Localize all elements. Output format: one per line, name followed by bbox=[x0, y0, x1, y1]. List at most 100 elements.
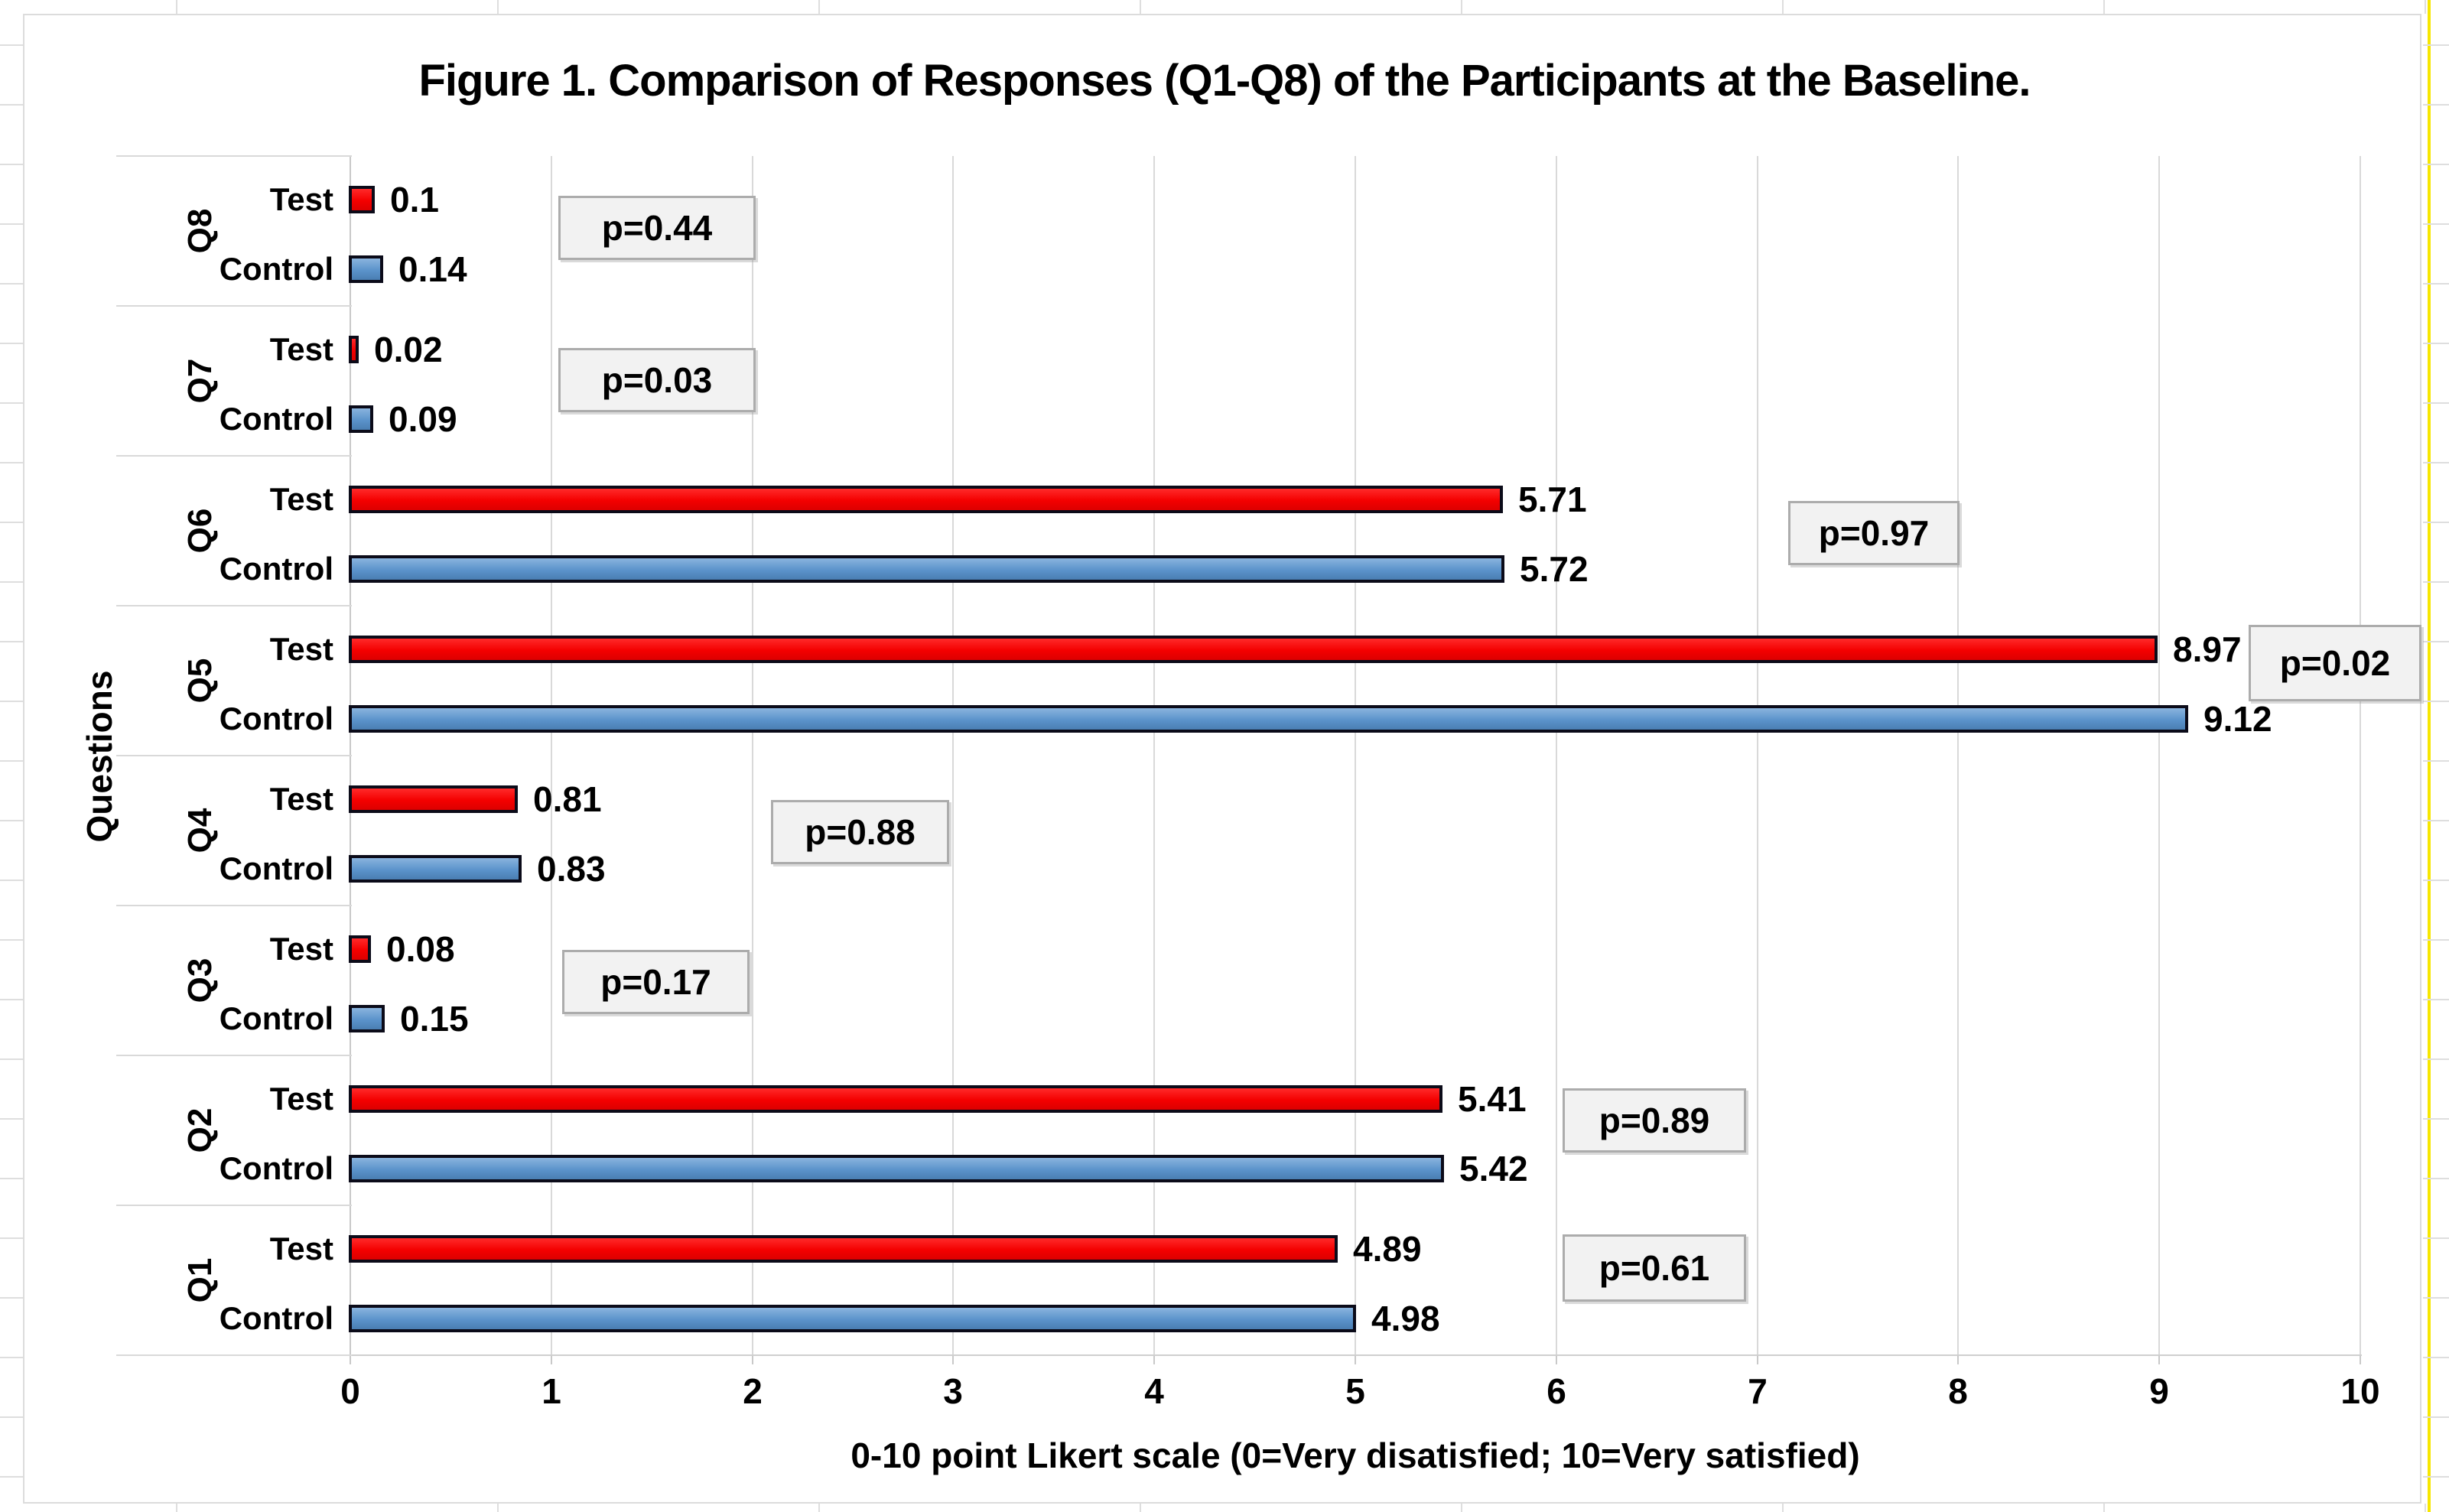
sheet-row-line bbox=[0, 1416, 23, 1418]
sheet-row-line bbox=[0, 820, 23, 821]
sheet-row-line bbox=[2423, 581, 2449, 583]
sheet-row-line bbox=[0, 1476, 23, 1478]
sheet-row-line bbox=[2423, 1178, 2449, 1179]
value-label-control-q5: 9.12 bbox=[2203, 699, 2272, 739]
sheet-row-line bbox=[2423, 164, 2449, 165]
value-label-test-q4: 0.81 bbox=[533, 779, 602, 819]
sheet-row-line bbox=[2423, 1357, 2449, 1358]
x-gridline bbox=[2158, 156, 2160, 1355]
sheet-row-line bbox=[0, 1237, 23, 1239]
x-gridline bbox=[1556, 156, 1557, 1355]
sheet-row-line bbox=[2423, 760, 2449, 762]
sheet-row-line bbox=[0, 999, 23, 1000]
chart-title: Figure 1. Comparison of Responses (Q1-Q8… bbox=[418, 56, 2031, 106]
sheet-column-line bbox=[176, 0, 177, 14]
sheet-row-line bbox=[2423, 701, 2449, 702]
series-label-control-q8: Control bbox=[219, 251, 333, 287]
sheet-column-line bbox=[818, 1504, 820, 1512]
bar-control-q5 bbox=[349, 705, 2188, 733]
p-value-box-q1: p=0.61 bbox=[1563, 1234, 1746, 1302]
series-label-test-q8: Test bbox=[269, 181, 333, 217]
x-tick-mark bbox=[752, 1355, 753, 1364]
value-label-test-q8: 0.1 bbox=[390, 180, 439, 219]
sheet-row-line bbox=[0, 462, 23, 463]
category-separator bbox=[116, 605, 352, 606]
x-gridline bbox=[551, 156, 552, 1355]
sheet-row-line bbox=[2423, 641, 2449, 642]
sheet-row-line bbox=[2423, 1237, 2449, 1239]
sheet-row-line bbox=[0, 701, 23, 702]
sheet-row-line bbox=[2423, 104, 2449, 106]
x-gridline bbox=[952, 156, 954, 1355]
category-separator bbox=[116, 1354, 352, 1356]
sheet-row-line bbox=[0, 1297, 23, 1299]
p-value-box-q3: p=0.17 bbox=[562, 950, 750, 1014]
sheet-row-line bbox=[0, 223, 23, 225]
sheet-row-line bbox=[2423, 1058, 2449, 1060]
bar-test-q6 bbox=[349, 486, 1503, 513]
sheet-row-line bbox=[0, 939, 23, 941]
sheet-row-line bbox=[0, 1357, 23, 1358]
sheet-row-line bbox=[0, 283, 23, 285]
sheet-column-line bbox=[818, 0, 820, 14]
x-gridline bbox=[1153, 156, 1155, 1355]
sheet-row-line bbox=[0, 343, 23, 344]
chart-frame bbox=[23, 14, 2421, 1504]
x-tick-mark bbox=[1355, 1355, 1356, 1364]
sheet-column-line bbox=[1461, 0, 1462, 14]
sheet-column-line bbox=[497, 1504, 499, 1512]
series-label-test-q3: Test bbox=[269, 931, 333, 967]
value-label-control-q3: 0.15 bbox=[400, 999, 469, 1039]
sheet-row-line bbox=[0, 1058, 23, 1060]
p-value-box-q8: p=0.44 bbox=[558, 196, 756, 260]
category-separator bbox=[116, 905, 352, 906]
value-label-test-q2: 5.41 bbox=[1458, 1079, 1527, 1119]
x-axis-line bbox=[349, 1354, 2362, 1356]
series-label-test-q5: Test bbox=[269, 631, 333, 667]
sheet-column-line bbox=[1782, 0, 1784, 14]
sheet-row-line bbox=[0, 164, 23, 165]
sheet-row-line bbox=[0, 641, 23, 642]
bar-test-q3 bbox=[349, 935, 371, 963]
category-separator bbox=[116, 455, 352, 457]
sheet-row-line bbox=[2423, 880, 2449, 881]
sheet-page-break-line bbox=[2428, 0, 2431, 1512]
x-tick-label: 8 bbox=[1948, 1371, 1968, 1411]
series-label-test-q6: Test bbox=[269, 481, 333, 517]
value-label-test-q6: 5.71 bbox=[1518, 480, 1587, 519]
x-tick-label: 0 bbox=[340, 1371, 360, 1411]
x-gridline bbox=[1957, 156, 1959, 1355]
p-value-box-q4: p=0.88 bbox=[771, 800, 949, 864]
sheet-column-line bbox=[1140, 1504, 1141, 1512]
x-tick-label: 6 bbox=[1546, 1371, 1566, 1411]
bar-test-q7 bbox=[349, 336, 359, 363]
x-gridline bbox=[752, 156, 753, 1355]
p-value-box-q6: p=0.97 bbox=[1788, 501, 1960, 565]
sheet-row-line bbox=[2423, 343, 2449, 344]
p-value-box-q5: p=0.02 bbox=[2249, 625, 2421, 701]
x-tick-mark bbox=[551, 1355, 552, 1364]
value-label-test-q3: 0.08 bbox=[386, 929, 455, 969]
sheet-row-line bbox=[2423, 223, 2449, 225]
bar-control-q7 bbox=[349, 405, 373, 433]
value-label-control-q1: 4.98 bbox=[1371, 1299, 1440, 1338]
bar-control-q8 bbox=[349, 255, 383, 283]
series-label-test-q7: Test bbox=[269, 331, 333, 367]
sheet-row-line bbox=[2423, 462, 2449, 463]
series-label-test-q2: Test bbox=[269, 1081, 333, 1117]
series-label-control-q2: Control bbox=[219, 1150, 333, 1186]
sheet-row-line bbox=[2423, 283, 2449, 285]
sheet-row-line bbox=[2423, 1416, 2449, 1418]
category-separator bbox=[116, 1205, 352, 1206]
bar-control-q3 bbox=[349, 1005, 385, 1032]
sheet-column-line bbox=[176, 1504, 177, 1512]
x-axis-title: 0-10 point Likert scale (0=Very disatisf… bbox=[850, 1436, 1860, 1475]
x-tick-label: 7 bbox=[1748, 1371, 1768, 1411]
series-label-control-q6: Control bbox=[219, 551, 333, 587]
sheet-row-line bbox=[0, 44, 23, 46]
series-label-control-q1: Control bbox=[219, 1300, 333, 1336]
category-separator bbox=[116, 305, 352, 307]
x-tick-label: 5 bbox=[1345, 1371, 1365, 1411]
x-tick-mark bbox=[1757, 1355, 1758, 1364]
